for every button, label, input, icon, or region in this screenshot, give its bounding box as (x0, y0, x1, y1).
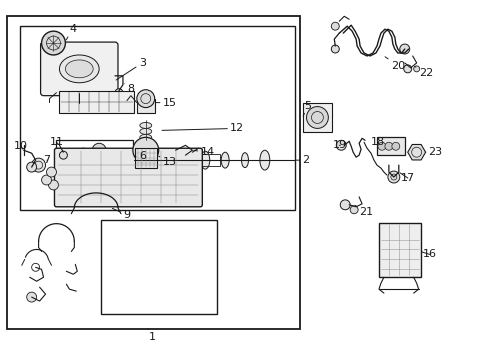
Circle shape (387, 171, 399, 183)
Ellipse shape (259, 150, 269, 170)
Circle shape (377, 142, 385, 150)
Circle shape (46, 167, 56, 177)
Circle shape (413, 66, 419, 72)
Bar (60, 91, 134, 113)
Ellipse shape (140, 129, 151, 134)
Text: 13: 13 (158, 156, 176, 167)
Circle shape (336, 140, 346, 150)
Text: 12: 12 (162, 123, 244, 134)
Bar (7, 16, 299, 329)
Text: 19: 19 (333, 140, 346, 150)
Circle shape (399, 44, 409, 54)
Circle shape (41, 175, 51, 185)
FancyBboxPatch shape (41, 42, 118, 96)
Ellipse shape (241, 153, 248, 168)
Circle shape (32, 158, 45, 172)
Polygon shape (407, 144, 425, 160)
Text: 5: 5 (303, 100, 311, 116)
Circle shape (27, 162, 37, 172)
Ellipse shape (65, 60, 93, 78)
Circle shape (27, 292, 37, 302)
Circle shape (133, 137, 158, 163)
Circle shape (60, 151, 67, 159)
Text: 9: 9 (112, 208, 130, 220)
Text: 17: 17 (399, 173, 414, 183)
Circle shape (41, 31, 65, 55)
Bar (376, 137, 404, 155)
Circle shape (340, 200, 349, 210)
Circle shape (331, 45, 339, 53)
Circle shape (403, 65, 411, 73)
Text: 18: 18 (370, 137, 385, 147)
Circle shape (349, 206, 357, 214)
Text: 11: 11 (49, 137, 63, 147)
Text: 16: 16 (421, 249, 436, 260)
Bar (165, 154, 220, 166)
Ellipse shape (60, 55, 99, 83)
Bar (137, 99, 154, 113)
Ellipse shape (221, 152, 229, 168)
Ellipse shape (140, 122, 151, 129)
Ellipse shape (154, 149, 166, 171)
Bar (56, 140, 133, 185)
Circle shape (78, 163, 88, 173)
Text: 10: 10 (14, 141, 28, 151)
Bar (302, 103, 332, 132)
Text: 23: 23 (425, 147, 442, 157)
FancyBboxPatch shape (54, 148, 202, 207)
Circle shape (137, 90, 154, 108)
Text: 4: 4 (66, 24, 76, 40)
Circle shape (75, 148, 91, 164)
Circle shape (99, 155, 113, 169)
Text: 22: 22 (414, 67, 432, 78)
Circle shape (391, 142, 399, 150)
Circle shape (306, 107, 327, 129)
Text: 2: 2 (295, 155, 309, 165)
Bar (101, 220, 217, 314)
Circle shape (92, 143, 106, 157)
Ellipse shape (140, 134, 151, 140)
Text: 7: 7 (43, 155, 51, 165)
Bar (378, 223, 420, 277)
Text: 1: 1 (148, 329, 155, 342)
Ellipse shape (180, 150, 190, 170)
Text: 8: 8 (124, 84, 134, 94)
Text: 3: 3 (116, 58, 145, 80)
Text: 14: 14 (193, 147, 214, 157)
Circle shape (384, 142, 392, 150)
Circle shape (115, 89, 122, 96)
Text: 15: 15 (156, 98, 176, 108)
Circle shape (48, 180, 59, 190)
Bar (135, 148, 156, 168)
Text: 20: 20 (384, 57, 404, 71)
Text: 21: 21 (355, 206, 372, 217)
Ellipse shape (201, 151, 209, 169)
Circle shape (331, 22, 339, 30)
Text: 6: 6 (134, 151, 145, 161)
Bar (20, 26, 294, 210)
